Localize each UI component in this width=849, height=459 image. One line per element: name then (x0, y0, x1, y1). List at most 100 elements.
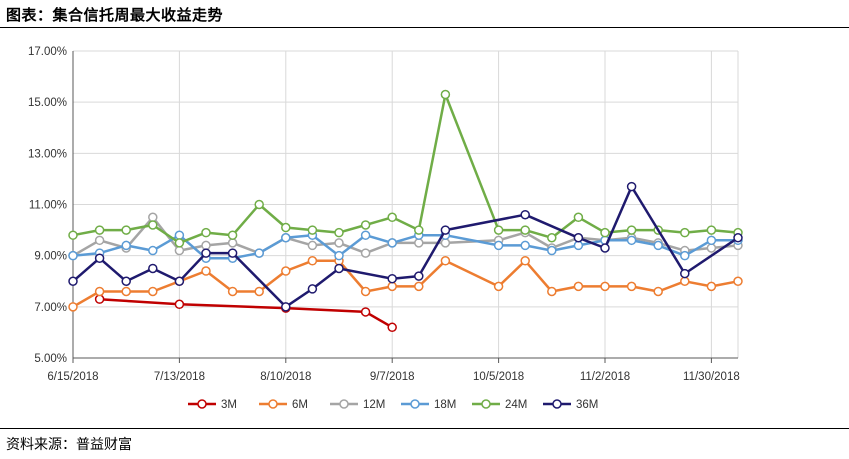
y-tick-label: 9.00% (34, 251, 67, 263)
data-point (227, 248, 238, 258)
data-point (68, 230, 78, 240)
data-point (254, 248, 264, 258)
data-point (68, 250, 78, 261)
data-point (307, 240, 318, 251)
series-3m (94, 294, 397, 333)
source-note: 资料来源：普益财富 (6, 437, 132, 453)
data-point (600, 281, 610, 292)
data-point (148, 212, 158, 223)
data-point (387, 273, 397, 284)
data-point (174, 299, 185, 310)
legend: 3M 6M 12M 18M 24M 36M (188, 399, 598, 411)
data-point (94, 235, 105, 246)
data-point (626, 281, 637, 292)
x-tick-label: 11/2/2018 (580, 371, 630, 383)
data-point (201, 227, 211, 238)
data-point (547, 233, 557, 243)
legend-item: 18M (401, 399, 456, 411)
data-point (600, 243, 610, 253)
data-point (573, 212, 584, 223)
legend-label: 12M (363, 399, 385, 411)
data-point (281, 222, 291, 233)
legend-item: 12M (330, 399, 385, 411)
data-point (148, 286, 158, 297)
data-point (733, 276, 743, 286)
data-point (94, 286, 105, 297)
data-point (307, 256, 318, 266)
series-line (72, 259, 739, 308)
y-tick-label: 13.00% (28, 148, 67, 160)
data-point (440, 256, 451, 266)
data-point (334, 227, 344, 238)
data-point (680, 227, 690, 238)
legend-marker (552, 399, 562, 409)
data-point (307, 225, 318, 235)
y-tick-label: 15.00% (28, 97, 67, 109)
data-point (680, 268, 690, 279)
data-point (626, 181, 637, 192)
data-point (706, 281, 717, 292)
series-line (99, 297, 393, 329)
data-point (547, 245, 557, 256)
data-point (493, 281, 504, 292)
legend-marker (410, 399, 420, 409)
data-point (360, 307, 371, 317)
series-lines (68, 89, 743, 333)
series-36m (68, 181, 743, 312)
data-point (414, 238, 424, 248)
data-point (201, 248, 211, 258)
legend-label: 3M (221, 399, 237, 411)
data-point (201, 266, 211, 276)
data-point (174, 245, 185, 256)
x-tick-label: 10/5/2018 (473, 371, 524, 383)
data-point (94, 253, 105, 263)
footer-divider (0, 428, 849, 429)
data-point (733, 233, 743, 243)
legend-marker (268, 399, 278, 409)
data-point (440, 225, 451, 235)
data-point (281, 266, 291, 276)
data-point (121, 286, 131, 297)
y-tick-label: 11.00% (29, 200, 67, 212)
data-point (440, 89, 451, 100)
data-point (360, 286, 371, 297)
data-point (573, 281, 584, 292)
data-point (121, 240, 131, 251)
legend-item: 24M (472, 399, 527, 411)
series-24m (68, 89, 743, 248)
y-tick-label: 5.00% (34, 353, 67, 365)
data-point (414, 225, 424, 235)
data-point (227, 286, 238, 297)
data-point (493, 225, 504, 235)
legend-item: 3M (188, 399, 237, 411)
data-point (573, 240, 584, 251)
data-point (360, 220, 371, 230)
y-tick-label: 17.00% (28, 46, 67, 58)
data-point (573, 233, 584, 243)
data-point (414, 271, 424, 281)
series-line (72, 93, 739, 245)
data-point (706, 243, 717, 253)
legend-marker (197, 399, 207, 409)
x-tick-label: 8/10/2018 (260, 371, 311, 383)
data-point (254, 199, 264, 210)
data-point (520, 240, 530, 251)
data-point (387, 238, 397, 248)
data-point (360, 248, 371, 258)
legend-item: 6M (259, 399, 308, 411)
data-point (680, 276, 690, 286)
data-point (414, 281, 424, 292)
data-point (547, 286, 557, 297)
title-divider (0, 27, 849, 28)
data-point (626, 235, 637, 246)
data-point (360, 230, 371, 240)
data-point (680, 250, 690, 261)
data-point (254, 286, 264, 297)
x-tick-label: 9/7/2018 (370, 371, 415, 383)
legend-label: 24M (505, 399, 527, 411)
data-point (520, 256, 530, 266)
data-point (201, 240, 211, 251)
data-point (307, 284, 318, 294)
data-point (174, 276, 185, 286)
data-point (600, 227, 610, 238)
